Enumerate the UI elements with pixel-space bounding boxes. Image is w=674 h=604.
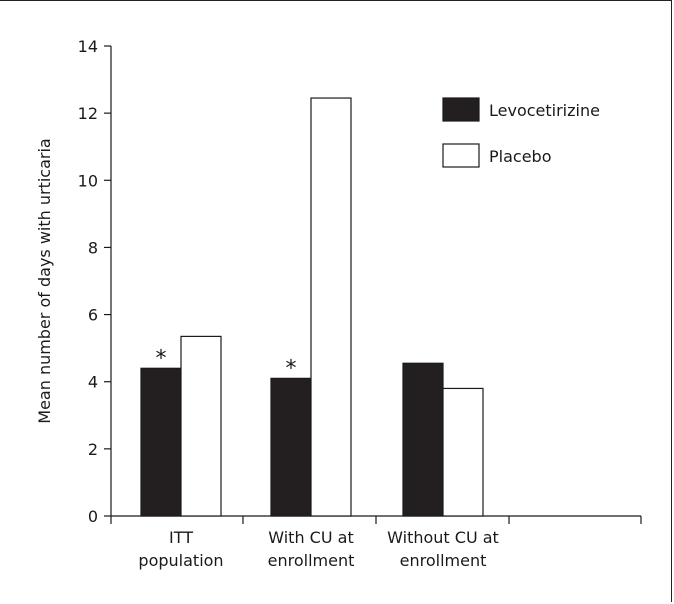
legend-swatch-placebo (442, 143, 480, 168)
x-category-label: enrollment (400, 551, 487, 570)
significance-asterisk: * (286, 356, 297, 381)
y-tick-label: 4 (88, 373, 98, 392)
bar-levocetirizine (402, 362, 444, 517)
y-tick-label: 12 (78, 104, 98, 123)
significance-markers: * * (156, 346, 297, 381)
x-category-label: ITT (169, 528, 193, 547)
bar-levocetirizine (140, 367, 182, 517)
y-axis: 0 2 4 6 8 10 12 14 (78, 37, 112, 526)
y-tick-label: 14 (78, 37, 98, 56)
x-category-label: population (138, 551, 223, 570)
y-tick-label: 6 (88, 306, 98, 325)
legend-swatch-levocetirizine (442, 97, 480, 122)
legend-label: Placebo (489, 147, 551, 166)
bar-placebo (310, 97, 352, 517)
y-tick-label: 2 (88, 440, 98, 459)
y-axis-title: Mean number of days with urticaria (35, 138, 54, 423)
bar-levocetirizine (270, 377, 312, 517)
bars (140, 97, 484, 517)
x-category-label: Without CU at (387, 528, 499, 547)
legend: Levocetirizine Placebo (442, 97, 600, 168)
x-category-label: enrollment (268, 551, 355, 570)
legend-label: Levocetirizine (489, 101, 600, 120)
bar-placebo (180, 335, 222, 517)
y-tick-label: 0 (88, 507, 98, 526)
significance-asterisk: * (156, 346, 167, 371)
bar-placebo (442, 387, 484, 517)
x-category-label: With CU at (268, 528, 353, 547)
y-tick-label: 8 (88, 238, 98, 257)
y-tick-label: 10 (78, 171, 98, 190)
x-axis: ITT population With CU at enrollment Without… (110, 515, 642, 570)
